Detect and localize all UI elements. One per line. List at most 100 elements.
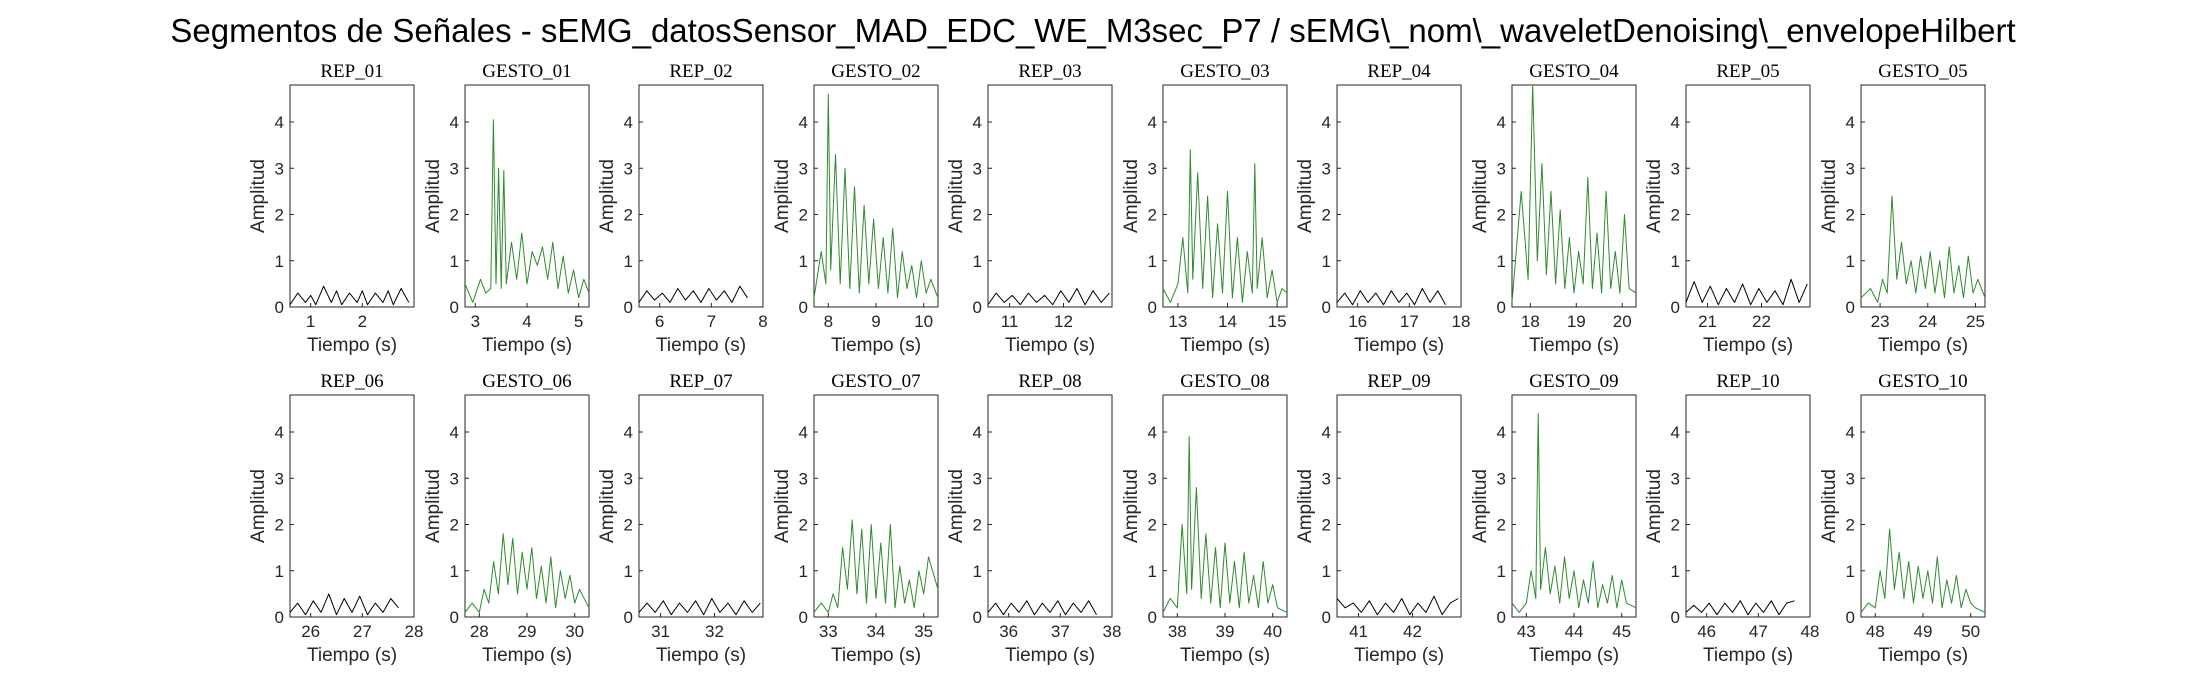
y-tick-label: 1 xyxy=(624,562,633,581)
y-tick-label: 0 xyxy=(624,608,633,627)
y-tick-label: 4 xyxy=(1671,113,1680,132)
x-axis-label: Tiempo (s) xyxy=(307,645,397,666)
signal-line xyxy=(464,533,590,613)
x-tick-label: 5 xyxy=(574,312,583,331)
subplot-rep-04: REP_04 0 1 2 3 4 16 17 18 Tiempo (s) Amplitud xyxy=(1295,61,1470,356)
y-tick-label: 2 xyxy=(275,516,284,535)
y-tick-label: 4 xyxy=(799,113,808,132)
x-tick-label: 11 xyxy=(1001,312,1019,331)
plot-area xyxy=(464,394,590,618)
y-tick-label: 0 xyxy=(1322,608,1331,627)
x-tick-label: 28 xyxy=(470,622,489,641)
x-tick-label: 12 xyxy=(1054,312,1073,331)
x-axis-label: Tiempo (s) xyxy=(307,335,397,356)
x-tick-label: 29 xyxy=(518,622,537,641)
y-tick-label: 0 xyxy=(624,298,633,317)
y-tick-label: 4 xyxy=(1671,423,1680,442)
y-tick-label: 2 xyxy=(1846,206,1855,225)
y-tick-label: 0 xyxy=(450,608,459,627)
y-tick-label: 4 xyxy=(973,423,982,442)
y-tick-label: 2 xyxy=(973,516,982,535)
y-tick-label: 3 xyxy=(1671,159,1680,178)
y-tick-label: 3 xyxy=(275,159,284,178)
subplot-gesto-08: GESTO_08 0 1 2 3 4 38 39 40 Tiempo (s) Amplitud xyxy=(1121,371,1288,666)
y-tick-label: 0 xyxy=(1846,608,1855,627)
y-tick-label: 3 xyxy=(1497,469,1506,488)
x-tick-label: 18 xyxy=(1452,312,1471,331)
x-tick-label: 28 xyxy=(405,622,424,641)
y-axis-label: Amplitud xyxy=(1644,159,1665,233)
plot-area xyxy=(987,84,1113,308)
y-tick-label: 0 xyxy=(275,608,284,627)
signal-line xyxy=(987,288,1110,306)
x-tick-label: 19 xyxy=(1567,312,1586,331)
y-tick-label: 1 xyxy=(1322,252,1331,271)
x-tick-label: 46 xyxy=(1697,622,1716,641)
plot-area xyxy=(638,394,764,618)
x-tick-label: 30 xyxy=(565,622,584,641)
y-tick-label: 4 xyxy=(1846,113,1855,132)
x-tick-label: 10 xyxy=(914,312,933,331)
y-tick-label: 0 xyxy=(1322,298,1331,317)
x-tick-label: 32 xyxy=(705,622,724,641)
y-tick-label: 0 xyxy=(973,298,982,317)
y-tick-label: 4 xyxy=(1322,423,1331,442)
y-tick-label: 0 xyxy=(1148,298,1157,317)
plot-area xyxy=(1511,84,1637,308)
subplot-gesto-03: GESTO_03 0 1 2 3 4 13 14 15 Tiempo (s) Amplitud xyxy=(1121,61,1288,356)
x-tick-label: 13 xyxy=(1168,312,1187,331)
y-tick-label: 1 xyxy=(1671,252,1680,271)
x-tick-label: 1 xyxy=(306,312,315,331)
y-tick-label: 0 xyxy=(1671,608,1680,627)
y-axis-label: Amplitud xyxy=(1121,469,1142,543)
x-tick-label: 3 xyxy=(471,312,480,331)
x-axis-label: Tiempo (s) xyxy=(656,645,746,666)
y-tick-label: 2 xyxy=(1671,206,1680,225)
y-tick-label: 2 xyxy=(1846,516,1855,535)
y-tick-label: 4 xyxy=(1322,113,1331,132)
y-tick-label: 0 xyxy=(1497,608,1506,627)
subplot-gesto-02: GESTO_02 0 1 2 3 4 8 9 10 Tiempo (s) Amplitud xyxy=(772,61,939,356)
y-tick-label: 4 xyxy=(275,423,284,442)
x-axis-label: Tiempo (s) xyxy=(1529,645,1619,666)
y-tick-label: 3 xyxy=(973,469,982,488)
subplot-title: GESTO_05 xyxy=(1878,61,1967,82)
subplot-rep-05: REP_05 0 1 2 3 4 21 22 Tiempo (s) Amplitud xyxy=(1644,61,1811,356)
x-tick-label: 17 xyxy=(1400,312,1419,331)
plot-area xyxy=(289,394,415,618)
subplot-title: REP_04 xyxy=(1367,61,1431,82)
x-tick-label: 31 xyxy=(651,622,670,641)
y-tick-label: 4 xyxy=(973,113,982,132)
x-tick-label: 8 xyxy=(824,312,833,331)
y-tick-label: 1 xyxy=(1322,562,1331,581)
y-tick-label: 3 xyxy=(624,159,633,178)
x-tick-label: 2 xyxy=(358,312,367,331)
x-axis-label: Tiempo (s) xyxy=(1354,335,1444,356)
y-tick-label: 1 xyxy=(1671,562,1680,581)
x-tick-label: 15 xyxy=(1268,312,1287,331)
x-axis-label: Tiempo (s) xyxy=(1005,335,1095,356)
plot-area xyxy=(1336,84,1462,308)
y-axis-label: Amplitud xyxy=(772,469,793,543)
y-tick-label: 4 xyxy=(275,113,284,132)
plot-area xyxy=(638,84,764,308)
subplot-title: GESTO_06 xyxy=(482,371,571,392)
y-tick-label: 3 xyxy=(1671,469,1680,488)
y-tick-label: 0 xyxy=(1846,298,1855,317)
y-tick-label: 3 xyxy=(450,469,459,488)
y-tick-label: 3 xyxy=(973,159,982,178)
subplot-rep-09: REP_09 0 1 2 3 4 41 42 Tiempo (s) Amplitud xyxy=(1295,371,1462,666)
plot-area xyxy=(813,84,939,308)
subplot-title: REP_07 xyxy=(669,371,732,392)
y-tick-label: 4 xyxy=(799,423,808,442)
subplot-title: GESTO_07 xyxy=(831,371,920,392)
y-tick-label: 1 xyxy=(1148,562,1157,581)
y-tick-label: 2 xyxy=(1497,516,1506,535)
y-tick-label: 4 xyxy=(450,113,459,132)
y-tick-label: 4 xyxy=(624,113,633,132)
y-tick-label: 2 xyxy=(624,206,633,225)
x-tick-label: 43 xyxy=(1517,622,1536,641)
subplot-gesto-10: GESTO_10 0 1 2 3 4 48 49 50 Tiempo (s) Amplitud xyxy=(1819,371,1986,666)
y-axis-label: Amplitud xyxy=(597,159,618,233)
x-axis-label: Tiempo (s) xyxy=(482,335,572,356)
